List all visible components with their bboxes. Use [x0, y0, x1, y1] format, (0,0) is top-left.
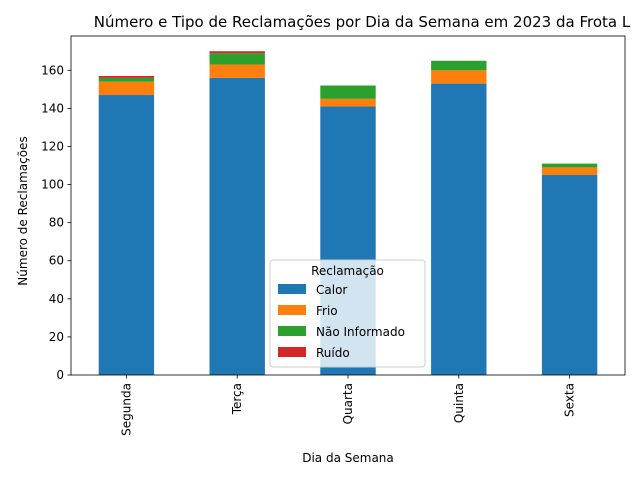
- legend-label-calor: Calor: [316, 283, 347, 297]
- chart-title: Número e Tipo de Reclamações por Dia da …: [94, 13, 631, 31]
- legend-label-frio: Frio: [316, 304, 338, 318]
- y-tick-label: 160: [41, 63, 64, 77]
- x-tick-label-quinta: Quinta: [452, 383, 466, 423]
- bar-não-informado-terça: [209, 53, 265, 65]
- legend-title: Reclamação: [311, 264, 384, 278]
- y-tick-label: 140: [41, 101, 64, 115]
- legend-swatch-não-informado: [278, 326, 306, 336]
- bar-não-informado-sexta: [541, 163, 598, 168]
- bar-frio-segunda: [98, 81, 155, 96]
- bar-frio-terça: [209, 64, 265, 78]
- x-axis-label: Dia da Semana: [302, 451, 394, 465]
- x-tick-label-terça: Terça: [230, 383, 244, 415]
- legend-label-não-informado: Não Informado: [316, 325, 405, 339]
- y-tick-label: 20: [49, 330, 64, 344]
- y-tick-label: 80: [49, 216, 64, 230]
- axes-layer: 0 20 40 60 80 100 120 140 160 Segunda Terça Quarta Q…: [41, 35, 626, 436]
- legend-label-ruído: Ruído: [316, 346, 350, 360]
- y-tick-label: 60: [49, 254, 64, 268]
- bar-ruído-terça: [209, 51, 265, 54]
- x-tick-label-segunda: Segunda: [119, 383, 133, 436]
- y-tick-label: 40: [49, 292, 64, 306]
- legend-box: [269, 259, 426, 368]
- bar-calor-terça: [209, 77, 265, 376]
- x-tick-label-sexta: Sexta: [563, 383, 577, 417]
- x-tick-label-quarta: Quarta: [341, 383, 355, 424]
- bar-frio-quinta: [431, 70, 487, 84]
- bar-frio-sexta: [541, 167, 598, 176]
- bar-calor-segunda: [98, 95, 155, 375]
- bar-não-informado-quinta: [431, 60, 487, 71]
- bar-não-informado-quarta: [320, 85, 376, 99]
- bar-calor-quinta: [431, 83, 487, 375]
- y-tick-label: 100: [41, 178, 64, 192]
- legend-swatch-frio: [278, 305, 306, 315]
- bar-calor-sexta: [541, 175, 598, 375]
- y-tick-label: 0: [56, 368, 64, 382]
- legend-swatch-ruído: [278, 347, 306, 357]
- bar-não-informado-segunda: [98, 77, 155, 82]
- bar-ruído-segunda: [98, 75, 155, 78]
- legend: Reclamação Calor Frio Não Informado Ruído: [269, 259, 426, 368]
- y-tick-label: 120: [41, 139, 64, 153]
- bar-frio-quarta: [320, 98, 376, 107]
- legend-swatch-calor: [278, 284, 306, 294]
- y-axis-label: Número de Reclamações: [16, 136, 30, 285]
